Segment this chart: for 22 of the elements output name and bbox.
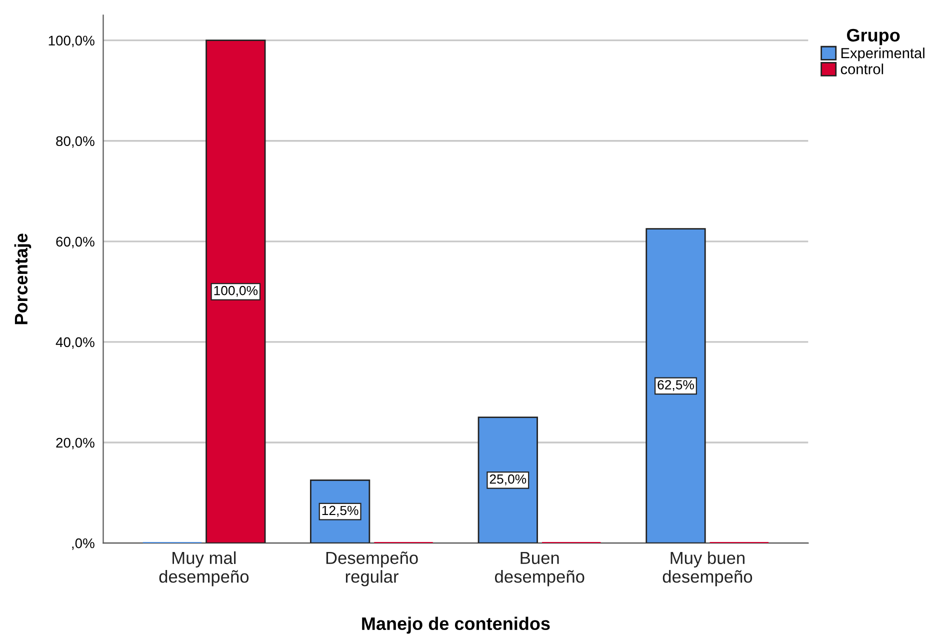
x-tick-label: Desempeño regular xyxy=(326,551,418,586)
y-tick-label: 20,0% xyxy=(56,438,94,450)
y-tick-label: 100,0% xyxy=(48,36,94,48)
data-label: 100,0% xyxy=(214,286,258,297)
x-tick-label: Muy mal desempeño xyxy=(159,551,249,586)
bar xyxy=(206,40,266,544)
data-label: 25,0% xyxy=(490,474,526,486)
y-tick-label: ,0% xyxy=(72,538,94,550)
legend-title: Grupo xyxy=(846,28,900,46)
legend-label: Experimental xyxy=(841,48,924,62)
y-axis-title: Porcentaje xyxy=(14,234,32,324)
bar xyxy=(646,228,706,544)
x-axis-title: Manejo de contenidos xyxy=(362,616,550,634)
data-label: 62,5% xyxy=(658,380,694,392)
y-tick-label: 40,0% xyxy=(56,337,94,349)
y-tick-label: 80,0% xyxy=(56,136,94,148)
x-tick-label: Buen desempeño xyxy=(494,552,584,586)
y-tick-label: 60,0% xyxy=(56,236,94,248)
bar xyxy=(478,416,538,544)
x-tick-label: Muy buen desempeño xyxy=(662,551,752,586)
data-label: 12,5% xyxy=(322,506,358,517)
legend-label: control xyxy=(840,64,884,74)
